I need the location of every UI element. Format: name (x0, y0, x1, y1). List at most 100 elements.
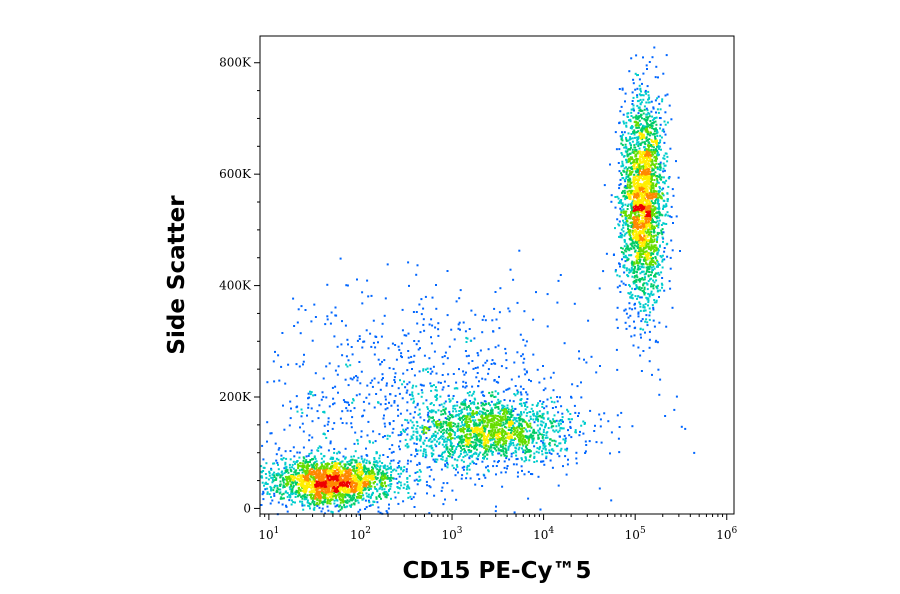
data-point (272, 462, 275, 465)
data-point (672, 222, 674, 224)
data-point (435, 421, 438, 423)
data-point (399, 431, 402, 433)
data-point (566, 408, 569, 411)
data-point (646, 297, 649, 300)
data-point (390, 451, 393, 454)
data-point (599, 425, 602, 428)
data-point (632, 206, 635, 209)
data-point (469, 451, 472, 453)
data-point (350, 484, 353, 487)
data-point (431, 385, 433, 388)
data-point (475, 406, 477, 409)
data-point (298, 474, 301, 477)
data-point (640, 142, 643, 145)
data-point (632, 268, 635, 271)
data-point (293, 471, 296, 474)
data-point (548, 451, 551, 454)
data-point (638, 157, 641, 160)
data-point (280, 454, 283, 457)
data-point (503, 405, 506, 408)
data-point (344, 491, 347, 494)
data-point (382, 465, 385, 468)
data-point (638, 170, 641, 173)
data-point (635, 230, 638, 233)
data-point (339, 494, 342, 497)
data-point (430, 447, 433, 450)
data-point (553, 414, 556, 417)
data-point (637, 175, 640, 178)
data-point (509, 268, 512, 271)
data-point (646, 225, 649, 228)
data-point (415, 449, 418, 452)
data-point (644, 89, 647, 92)
data-point (491, 444, 494, 446)
data-point (535, 450, 538, 453)
data-point (362, 489, 365, 492)
data-point (503, 408, 506, 410)
data-point (417, 392, 420, 395)
data-point (524, 408, 527, 411)
data-point (629, 234, 632, 237)
data-point (649, 126, 651, 129)
data-point (310, 487, 313, 490)
data-point (339, 417, 342, 420)
data-point (285, 505, 288, 508)
data-point (661, 192, 664, 195)
data-point (268, 474, 271, 477)
data-point (339, 501, 342, 504)
data-point (485, 436, 488, 439)
data-point (373, 465, 376, 468)
data-point (416, 425, 419, 427)
data-point (389, 478, 392, 481)
data-point (372, 463, 375, 466)
data-point (361, 302, 364, 305)
data-point (266, 487, 269, 490)
data-point (456, 401, 459, 404)
data-point (658, 153, 660, 156)
data-point (641, 129, 644, 132)
data-point (648, 115, 651, 118)
data-point (657, 271, 660, 274)
data-point (273, 471, 276, 474)
data-point (301, 471, 304, 474)
data-point (651, 225, 654, 228)
data-point (652, 184, 655, 187)
data-point (633, 173, 636, 176)
data-point (483, 412, 486, 415)
data-point (666, 160, 669, 163)
data-point (459, 428, 461, 431)
data-point (675, 160, 677, 163)
data-point (267, 478, 270, 481)
data-point (651, 169, 654, 172)
data-point (483, 400, 486, 403)
data-point (575, 451, 578, 454)
data-point (413, 354, 416, 357)
data-point (654, 244, 657, 247)
data-point (540, 440, 543, 443)
data-point (373, 406, 376, 409)
data-point (652, 279, 655, 282)
data-point (352, 399, 355, 402)
data-point (278, 473, 281, 476)
data-point (661, 286, 663, 289)
data-point (416, 471, 419, 473)
data-point (473, 397, 476, 400)
data-point (426, 413, 429, 416)
data-point (512, 419, 515, 422)
data-point (585, 361, 588, 364)
data-point (626, 219, 628, 222)
data-point (669, 256, 672, 259)
data-point (415, 343, 418, 346)
data-point (655, 234, 658, 237)
data-point (343, 400, 346, 403)
data-point (355, 469, 358, 472)
data-point (652, 150, 655, 153)
data-point (638, 229, 641, 232)
data-point (625, 139, 628, 142)
data-point (512, 444, 515, 447)
data-point (636, 223, 639, 226)
data-point (384, 425, 387, 428)
data-point (356, 463, 359, 466)
data-point (338, 492, 341, 495)
data-point (541, 414, 544, 417)
